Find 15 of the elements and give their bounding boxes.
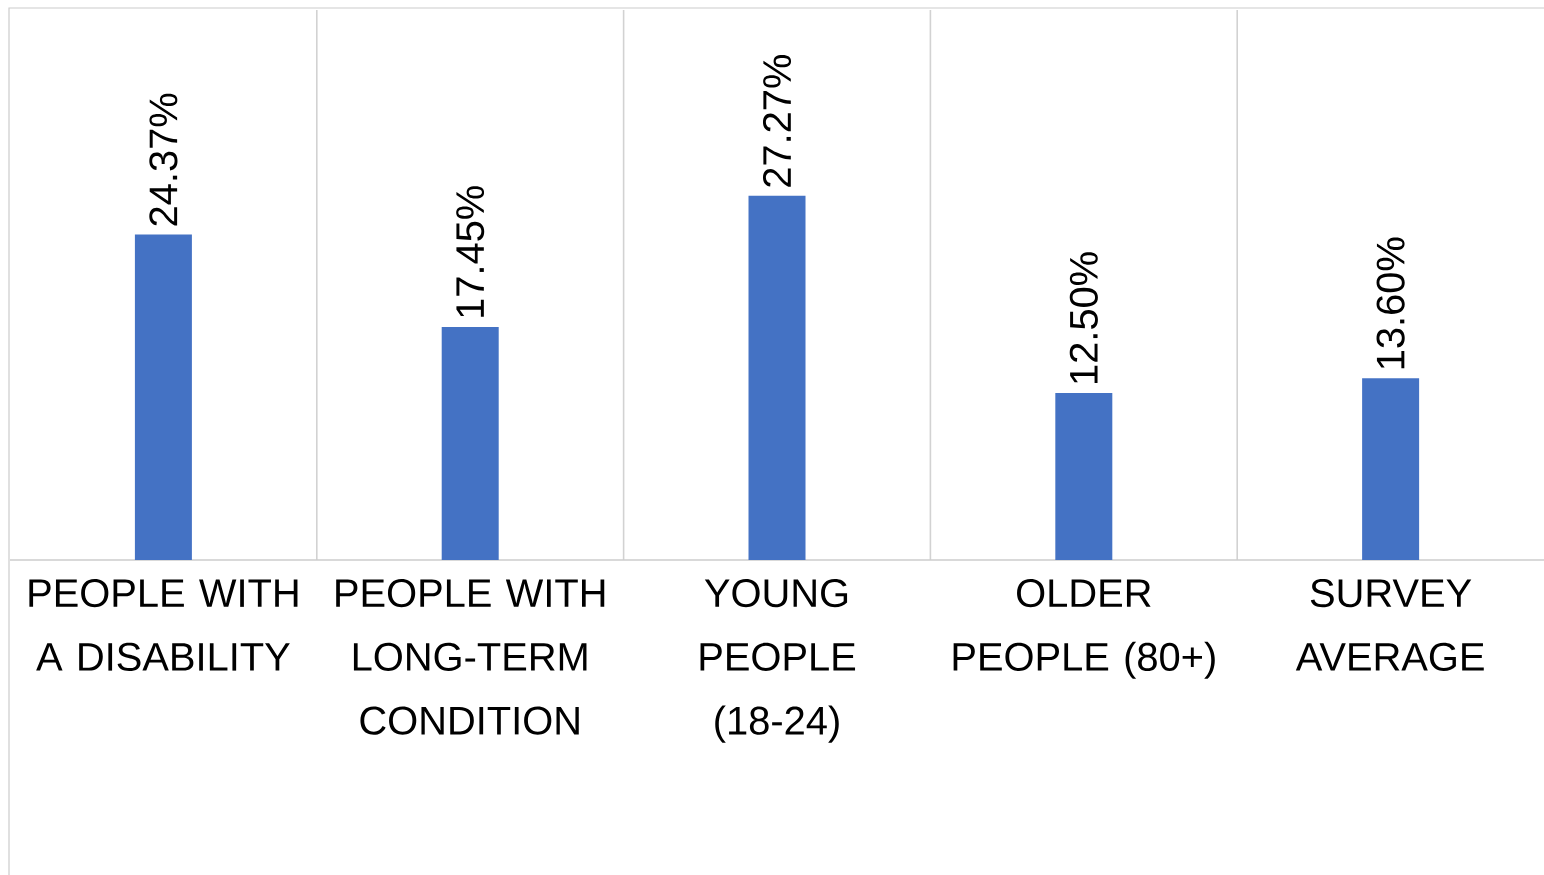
bar xyxy=(1362,378,1420,560)
x-tick-label: PEOPLE WITH A DISABILITY xyxy=(29,579,298,671)
data-label: 12.50% xyxy=(1069,252,1098,383)
x-tick-label: PEOPLE WITH LONG-TERM CONDITION xyxy=(336,579,605,735)
bar xyxy=(441,326,499,560)
bar xyxy=(1055,393,1113,560)
x-tick-label: OLDER PEOPLE (80+) xyxy=(953,579,1215,679)
data-label: 27.27% xyxy=(762,55,792,187)
data-label: 24.37% xyxy=(149,93,178,226)
bar xyxy=(134,234,192,560)
bar xyxy=(748,195,806,560)
data-label: 13.60% xyxy=(1376,237,1405,369)
data-label: 17.45% xyxy=(456,186,485,317)
x-tick-label: YOUNG PEOPLE (18-24) xyxy=(700,579,856,743)
x-tick-label: SURVEY AVERAGE xyxy=(1295,579,1484,671)
